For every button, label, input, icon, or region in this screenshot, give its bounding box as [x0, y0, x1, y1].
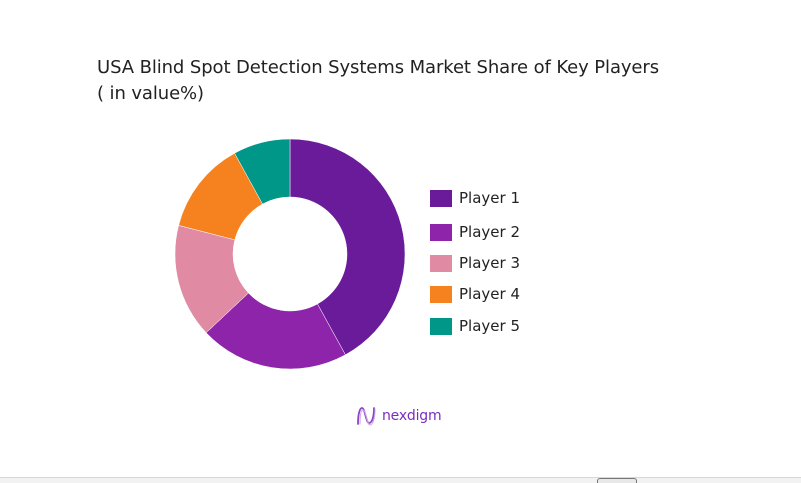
scrollbar-thumb[interactable] [597, 478, 637, 483]
logo-text: nexdigm [382, 408, 442, 424]
nexdigm-wave-icon [357, 407, 376, 426]
legend-item-player-5: Player 5 [430, 317, 520, 335]
legend-swatch-icon [430, 189, 452, 207]
legend-item-player-3: Player 3 [430, 254, 520, 272]
legend-label: Player 3 [459, 254, 520, 272]
legend-label: Player 5 [459, 317, 520, 335]
donut-slice-player-5 [234, 138, 291, 205]
legend-swatch-icon [430, 317, 452, 335]
horizontal-scrollbar[interactable] [0, 477, 801, 483]
donut-slice-player-1 [289, 138, 406, 356]
legend-item-player-1: Player 1 [430, 189, 520, 207]
legend-item-player-2: Player 2 [430, 223, 520, 241]
legend-item-player-4: Player 4 [430, 285, 520, 303]
legend-swatch-icon [430, 223, 452, 241]
legend-swatch-icon [430, 254, 452, 272]
chart-title: USA Blind Spot Detection Systems Market … [97, 55, 659, 107]
chart-title-line1: USA Blind Spot Detection Systems Market … [97, 57, 659, 78]
nexdigm-logo: nexdigm [355, 405, 442, 427]
legend-label: Player 2 [459, 223, 520, 241]
legend-label: Player 1 [459, 189, 520, 207]
donut-slice-player-2 [205, 292, 346, 370]
legend-swatch-icon [430, 285, 452, 303]
chart-title-line2: ( in value%) [97, 83, 204, 104]
legend-label: Player 4 [459, 285, 520, 303]
